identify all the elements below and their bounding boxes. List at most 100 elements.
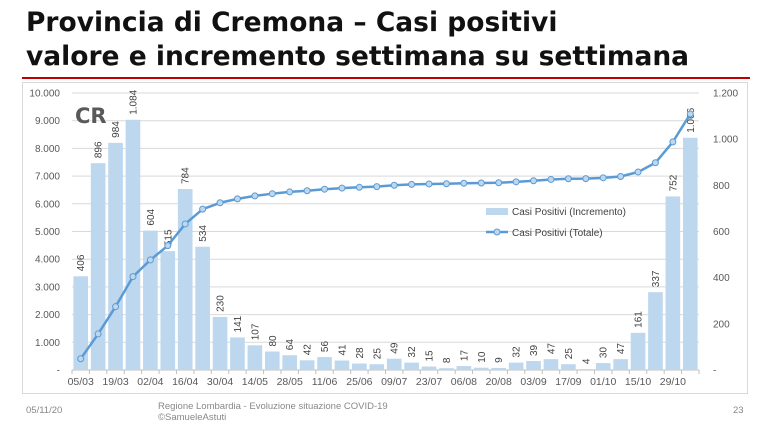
bar	[317, 357, 332, 370]
bar-data-label: 28	[355, 347, 366, 359]
bar-data-label: 337	[651, 270, 662, 287]
left-axis-tick-label: 4.000	[35, 255, 60, 266]
legend-line-marker	[493, 228, 501, 236]
total-line-marker	[425, 180, 433, 188]
bar-data-label: 784	[181, 167, 192, 184]
total-line-marker	[94, 330, 102, 338]
bar	[665, 196, 681, 370]
bar	[421, 366, 437, 370]
total-line-marker	[286, 188, 294, 196]
x-axis-tick-label: 15/10	[625, 376, 651, 388]
left-axis-tick-label: 3.000	[35, 282, 60, 293]
bar	[682, 137, 698, 370]
bar-data-label: 141	[233, 315, 244, 332]
total-line-marker	[77, 355, 85, 363]
bar	[264, 351, 280, 370]
right-axis-tick-label: 200	[713, 319, 730, 330]
bar	[230, 337, 245, 370]
bar-data-label: 515	[163, 229, 174, 246]
total-line-marker	[164, 242, 172, 250]
footer-page-number: 23	[733, 405, 744, 416]
bar	[595, 363, 611, 370]
x-axis-tick-label: 20/08	[486, 376, 512, 388]
x-axis-tick-label: 09/07	[381, 376, 407, 388]
total-line-marker	[477, 179, 485, 187]
bar-data-label: 42	[303, 344, 314, 356]
bar	[177, 189, 193, 370]
bar	[473, 367, 489, 370]
left-axis-tick-label: 5.000	[35, 227, 60, 238]
bar-data-label: 107	[250, 323, 261, 340]
chart-frame	[22, 82, 748, 394]
bar-data-label: 41	[337, 344, 348, 356]
x-axis-tick-label: 16/04	[172, 376, 198, 388]
slide-title: Provincia di Cremona – Casi positivi val…	[26, 6, 689, 74]
x-axis-tick-label: 17/09	[555, 376, 581, 388]
total-line-marker	[233, 195, 241, 203]
x-axis-tick-label: 28/05	[277, 376, 303, 388]
total-line-marker	[564, 175, 572, 183]
left-axis-tick-label: 9.000	[35, 116, 60, 127]
total-line-marker	[146, 256, 154, 264]
total-line-marker	[303, 187, 311, 195]
total-line-marker	[617, 173, 625, 181]
bar-data-label: 32	[512, 346, 523, 358]
total-line-marker	[390, 181, 398, 189]
bar	[282, 355, 298, 370]
left-axis-tick-label: 2.000	[35, 310, 60, 321]
total-line-marker	[651, 159, 659, 167]
total-line-marker	[599, 174, 607, 182]
footer-source-line-2: ©SamueleAstuti	[158, 412, 227, 423]
bar-data-label: 752	[668, 174, 679, 191]
total-line-marker	[512, 178, 520, 186]
total-line-marker	[129, 273, 137, 281]
bar-data-label: 80	[268, 335, 279, 347]
bar-data-label: 39	[529, 344, 540, 356]
left-axis-tick-label: 7.000	[35, 172, 60, 183]
bar-data-label: 49	[390, 342, 401, 354]
bar-data-label: 15	[425, 350, 436, 362]
total-line-marker	[582, 175, 590, 183]
bar	[561, 364, 576, 370]
x-axis-tick-label: 11/06	[312, 376, 338, 388]
bar-data-label: 604	[146, 208, 157, 225]
legend-bar-swatch	[486, 208, 508, 215]
bar-data-label: 30	[599, 347, 610, 359]
left-axis-tick-label: 8.000	[35, 144, 60, 155]
left-axis-tick-label: 10.000	[29, 89, 60, 100]
bar-data-label: 1.084	[128, 89, 139, 114]
bar-data-label: 1.006	[686, 107, 697, 132]
total-line-marker	[321, 185, 329, 193]
bar-data-label: 64	[285, 339, 296, 351]
footer-date: 05/11/20	[26, 405, 63, 416]
bar-data-label: 25	[372, 348, 383, 360]
bar	[143, 230, 158, 370]
bar-data-label: 984	[111, 121, 122, 138]
total-line-marker	[338, 184, 346, 192]
total-line-marker	[460, 179, 468, 187]
bar	[543, 359, 559, 370]
total-line-marker	[634, 168, 642, 176]
bar	[578, 369, 594, 370]
legend-label-incremento: Casi Positivi (Incremento)	[512, 207, 626, 218]
bar	[352, 363, 367, 370]
bar	[160, 251, 176, 370]
left-axis-tick-label: -	[57, 366, 60, 377]
total-line-marker	[547, 175, 555, 183]
right-axis-tick-label: 1.200	[713, 89, 738, 100]
bar	[491, 367, 507, 370]
left-axis-tick-label: 1.000	[35, 338, 60, 349]
x-axis-tick-label: 29/10	[660, 376, 686, 388]
bar	[386, 358, 402, 370]
bar-data-label: 161	[634, 311, 645, 328]
right-axis-tick-label: -	[713, 366, 716, 377]
x-axis-tick-label: 19/03	[102, 376, 128, 388]
bar	[299, 360, 315, 370]
bar-data-label: 4	[581, 358, 592, 364]
bar	[334, 360, 350, 370]
total-line-marker	[216, 199, 224, 207]
total-line-marker	[686, 110, 694, 118]
bar	[613, 359, 628, 370]
bar-data-label: 534	[198, 225, 209, 242]
bar-data-label: 8	[442, 357, 453, 363]
